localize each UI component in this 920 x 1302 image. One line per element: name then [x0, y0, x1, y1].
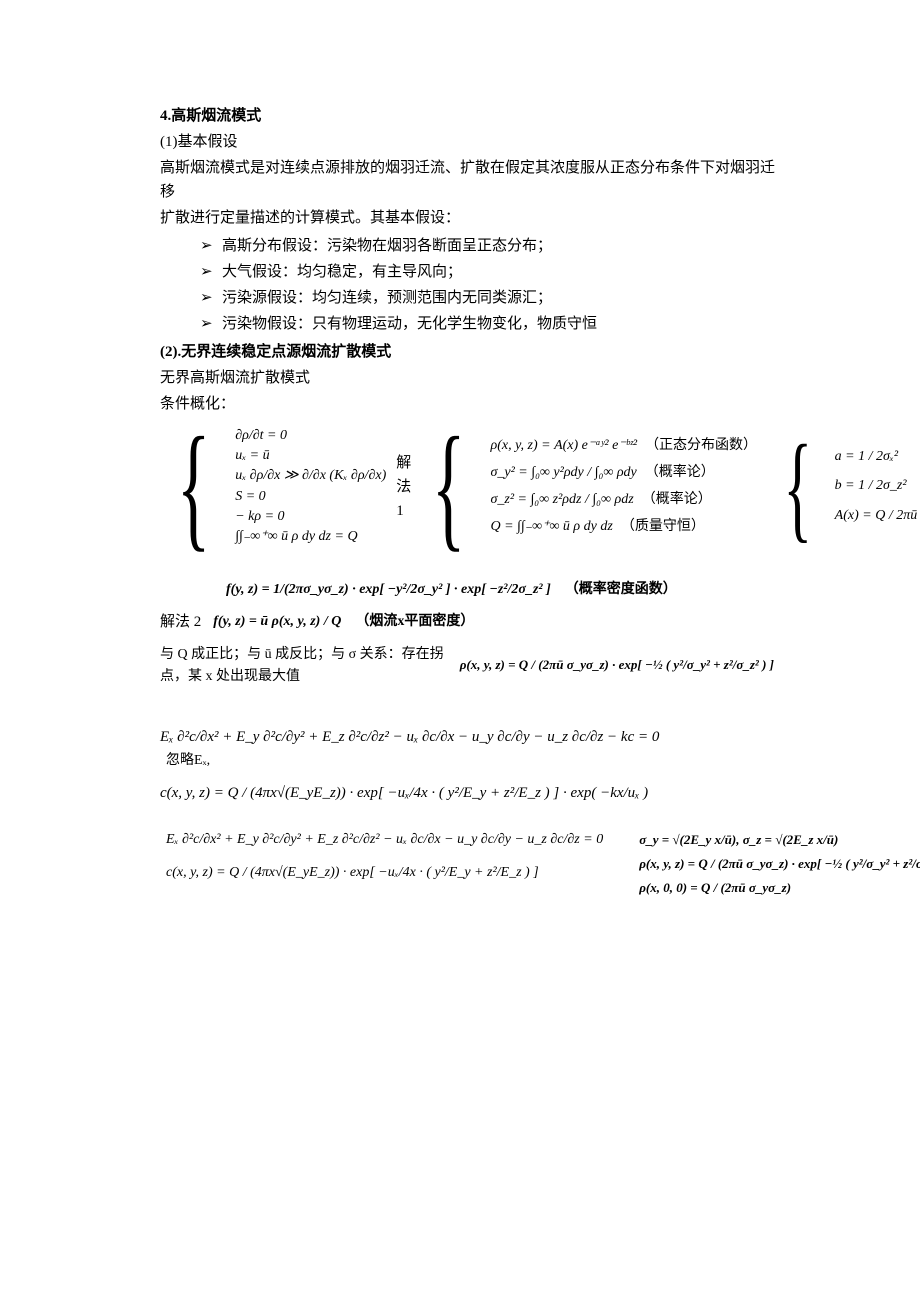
- sigma-def: σ_y = √(2E_y x/ū), σ_z = √(2E_z x/ū): [639, 832, 920, 849]
- method2-label: 解法 2: [160, 610, 201, 634]
- pde1: Eₓ ∂²c/∂x² + E_y ∂²c/∂y² + E_z ∂²c/∂z² −…: [160, 728, 774, 748]
- bullet-text: 高斯分布假设：污染物在烟羽各断面呈正态分布；: [222, 234, 552, 258]
- brace-icon: {: [177, 427, 211, 546]
- eq: f(y, z) = 1/(2πσ_yσ_z) · exp[ −y²/2σ_y² …: [226, 581, 551, 599]
- sub1: (1)基本假设: [160, 130, 780, 154]
- eq: uₓ = ū: [235, 447, 386, 465]
- list-item: ➢ 污染源假设：均匀连续，预测范围内无同类源汇；: [200, 286, 780, 310]
- conditions-group: { ∂ρ/∂t = 0 uₓ = ū uₓ ∂ρ/∂x ≫ ∂/∂x (Kₓ ∂…: [160, 422, 392, 551]
- cxy2: c(x, y, z) = Q / (4πx√(E_yE_z)) · exp[ −…: [166, 864, 603, 882]
- eq: ∫∫₋∞⁺∞ ū ρ dy dz = Q: [235, 528, 386, 546]
- annot: （概率密度函数）: [565, 579, 677, 601]
- eq: σ_y² = ∫₀∞ y²ρdy / ∫₀∞ ρdy（概率论）: [490, 464, 757, 482]
- sub2-line: 无界高斯烟流扩散模式: [160, 366, 780, 390]
- eq: b = 1 / 2σ_z²: [835, 477, 920, 495]
- method1-group: { ρ(x, y, z) = A(x) e⁻ᵃʸ² e⁻ᵇᶻ²（正态分布函数） …: [415, 427, 763, 546]
- sub2-title: (2).无界连续稳定点源烟流扩散模式: [160, 340, 780, 364]
- intro-line1: 高斯烟流模式是对连续点源排放的烟羽迁流、扩散在假定其浓度服从正态分布条件下对烟羽…: [160, 156, 780, 204]
- pde2: Eₓ ∂²c/∂x² + E_y ∂²c/∂y² + E_z ∂²c/∂z² −…: [166, 831, 603, 849]
- fyz1-row: f(y, z) = 1/(2πσ_yσ_z) · exp[ −y²/2σ_y² …: [220, 577, 780, 603]
- eq: − kρ = 0: [235, 508, 386, 526]
- eq: S = 0: [235, 488, 386, 506]
- triangle-icon: ➢: [200, 234, 222, 258]
- relation-row: 与 Q 成正比；与 ū 成反比；与 σ 关系：存在拐点，某 x 处出现最大值 ρ…: [160, 642, 780, 691]
- method1-label: 解法 1: [396, 451, 411, 523]
- eq: ρ(x, y, z) = A(x) e⁻ᵃʸ² e⁻ᵇᶻ²（正态分布函数）: [490, 437, 757, 455]
- triangle-icon: ➢: [200, 260, 222, 284]
- coeff-group: { a = 1 / 2σₓ² b = 1 / 2σ_z² A(x) = Q / …: [769, 436, 920, 538]
- bullet-text: 污染物假设：只有物理运动，无化学生物变化，物质守恒: [222, 312, 597, 336]
- triangle-icon: ➢: [200, 312, 222, 336]
- bullet-text: 污染源假设：均匀连续，预测范围内无同类源汇；: [222, 286, 552, 310]
- assumption-list: ➢ 高斯分布假设：污染物在烟羽各断面呈正态分布； ➢ 大气假设：均匀稳定，有主导…: [200, 234, 780, 336]
- cond-label: 条件概化：: [160, 392, 780, 416]
- eq: Q = ∫∫₋∞⁺∞ ū ρ dy dz（质量守恒）: [490, 518, 757, 536]
- ignore-ex: 忽略Eₓ,: [166, 752, 774, 770]
- rho2: ρ(x, y, z) = Q / (2πū σ_yσ_z) · exp[ −½ …: [639, 856, 920, 873]
- eq: a = 1 / 2σₓ²: [835, 448, 920, 466]
- eq: uₓ ∂ρ/∂x ≫ ∂/∂x (Kₓ ∂ρ/∂x): [235, 467, 386, 485]
- triangle-icon: ➢: [200, 286, 222, 310]
- cxy1: c(x, y, z) = Q / (4πx√(E_yE_z)) · exp[ −…: [160, 784, 774, 804]
- bullet-text: 大气假设：均匀稳定，有主导风向；: [222, 260, 462, 284]
- brace-icon: {: [432, 427, 466, 546]
- method2-row: 解法 2 f(y, z) = ū ρ(x, y, z) / Q （烟流x平面密度…: [160, 609, 780, 635]
- list-item: ➢ 大气假设：均匀稳定，有主导风向；: [200, 260, 780, 284]
- rho0: ρ(x, 0, 0) = Q / (2πū σ_yσ_z): [639, 880, 920, 897]
- annot: （烟流x平面密度）: [355, 611, 474, 633]
- derivation-row: { ∂ρ/∂t = 0 uₓ = ū uₓ ∂ρ/∂x ≫ ∂/∂x (Kₓ ∂…: [160, 422, 780, 551]
- list-item: ➢ 污染物假设：只有物理运动，无化学生物变化，物质守恒: [200, 312, 780, 336]
- relation-text: 与 Q 成正比；与 ū 成反比；与 σ 关系：存在拐点，某 x 处出现最大值: [160, 644, 454, 689]
- eq: A(x) = Q / 2πū σₓσ_y: [835, 507, 920, 525]
- list-item: ➢ 高斯分布假设：污染物在烟羽各断面呈正态分布；: [200, 234, 780, 258]
- eq: ∂ρ/∂t = 0: [235, 427, 386, 445]
- intro-line2: 扩散进行定量描述的计算模式。其基本假设：: [160, 206, 780, 230]
- eq: σ_z² = ∫₀∞ z²ρdz / ∫₀∞ ρdz（概率论）: [490, 491, 757, 509]
- eq: f(y, z) = ū ρ(x, y, z) / Q: [213, 613, 341, 631]
- heading-4: 4.高斯烟流模式: [160, 104, 780, 128]
- brace-icon: {: [783, 436, 812, 538]
- rho-main-2: ρ(x, y, z) = Q / (2πū σ_yσ_z) · exp[ −½ …: [460, 657, 774, 674]
- pde2-block: Eₓ ∂²c/∂x² + E_y ∂²c/∂y² + E_z ∂²c/∂z² −…: [160, 827, 780, 902]
